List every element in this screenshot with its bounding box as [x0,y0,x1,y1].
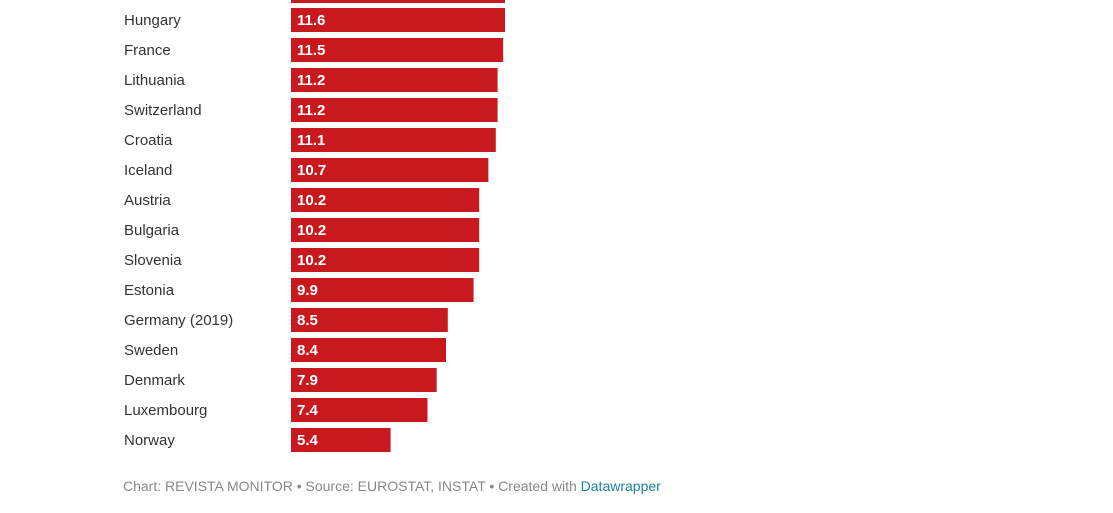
category-label-lithuania: Lithuania [124,72,186,89]
value-label-sweden: 8.4 [297,342,319,359]
value-label-switzerland: 11.2 [297,102,325,119]
category-label-denmark: Denmark [124,372,185,389]
value-label-bulgaria: 10.2 [297,222,326,239]
value-label-france: 11.5 [297,42,325,59]
category-label-france: France [124,42,171,59]
category-label-slovenia: Slovenia [124,252,182,269]
bar-france [291,38,504,62]
chart-bars: Hungary 11.6 France 11.5 Lithuania 11.2 Switze… [124,8,505,452]
value-label-hungary: 11.6 [297,12,325,29]
bar-iceland [291,158,489,182]
bar-lithuania [291,68,498,92]
bar-sweden [291,338,446,362]
category-label-austria: Austria [124,192,171,209]
value-label-germany-2019: 8.5 [297,312,318,329]
category-label-norway: Norway [124,432,175,449]
category-label-sweden: Sweden [124,342,178,359]
value-label-luxembourg: 7.4 [297,402,319,419]
bar-switzerland [291,98,498,122]
bar-germany-2019 [291,308,448,332]
partial-bar-above [291,0,505,3]
chart-footer: Chart: REVISTA MONITOR • Source: EUROSTA… [123,478,661,494]
footer-credit: Chart: REVISTA MONITOR • Source: EUROSTA… [123,478,581,494]
category-label-switzerland: Switzerland [124,102,202,119]
bar-croatia [291,128,496,152]
datawrapper-link[interactable]: Datawrapper [580,478,661,494]
category-label-iceland: Iceland [124,162,172,179]
category-label-croatia: Croatia [124,132,173,149]
value-label-slovenia: 10.2 [297,252,326,269]
value-label-croatia: 11.1 [297,132,325,149]
bar-hungary [291,8,505,32]
bar-austria [291,188,480,212]
value-label-estonia: 9.9 [297,282,318,299]
bar-slovenia [291,248,480,272]
bar-luxembourg [291,398,428,422]
category-label-germany-2019: Germany (2019) [124,312,233,329]
category-label-bulgaria: Bulgaria [124,222,180,239]
value-label-denmark: 7.9 [297,372,318,389]
value-label-norway: 5.4 [297,432,319,449]
bar-estonia [291,278,474,302]
category-label-luxembourg: Luxembourg [124,402,207,419]
bar-bulgaria [291,218,480,242]
category-label-hungary: Hungary [124,12,181,29]
value-label-lithuania: 11.2 [297,72,325,89]
category-label-estonia: Estonia [124,282,175,299]
bar-norway [291,428,391,452]
value-label-austria: 10.2 [297,192,326,209]
value-label-iceland: 10.7 [297,162,326,179]
bar-denmark [291,368,437,392]
bar-chart: Hungary 11.6 France 11.5 Lithuania 11.2 Switze… [124,0,505,452]
